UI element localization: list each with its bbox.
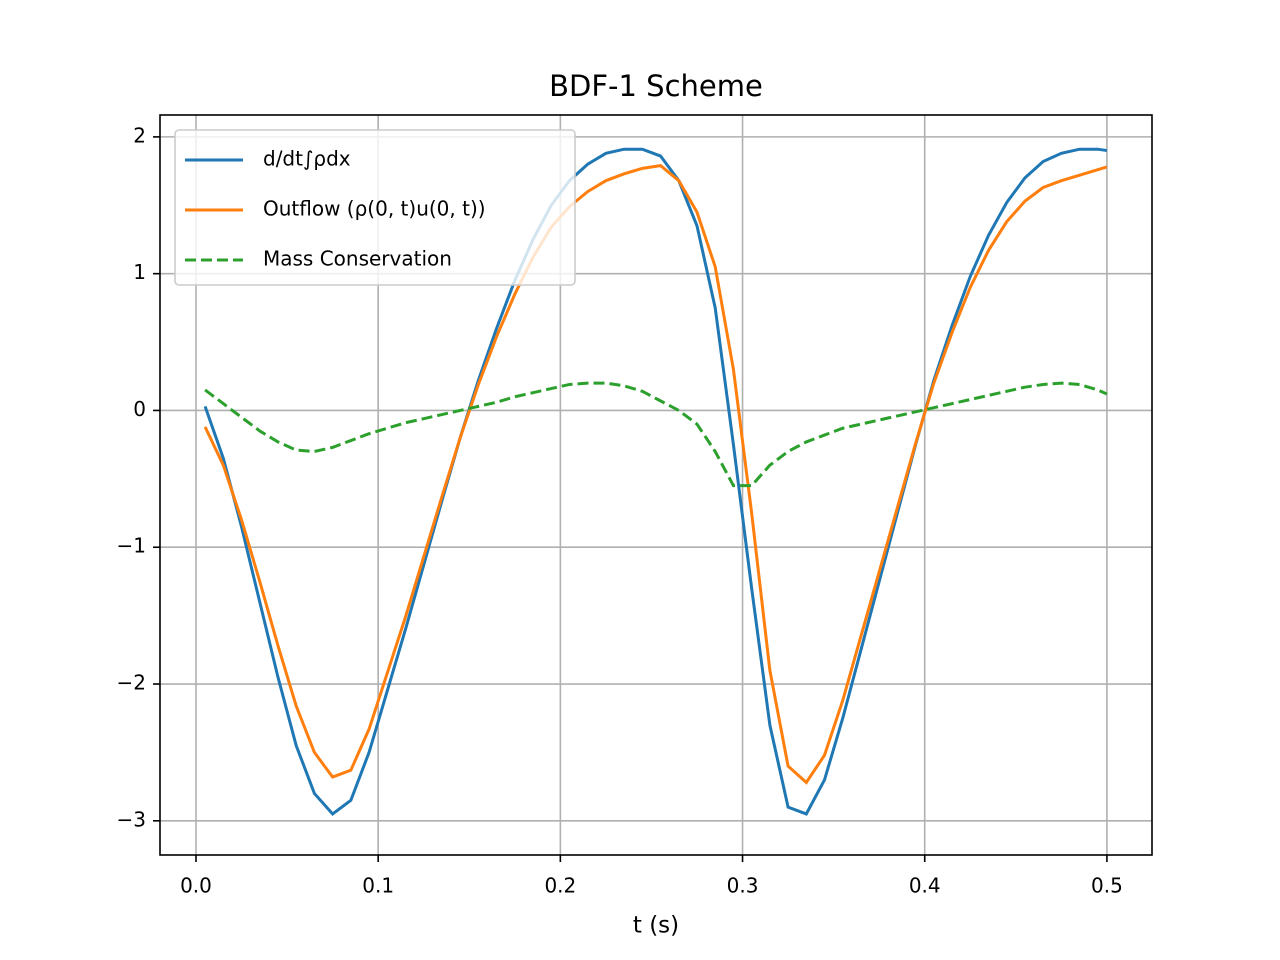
legend-label: d/dt∫ρdx (263, 147, 351, 171)
y-tick-label: 1 (133, 260, 146, 284)
series-line (204, 381, 1108, 488)
y-tick-label: −1 (117, 534, 146, 558)
x-axis-label: t (s) (633, 913, 679, 939)
x-tick-label: 0.0 (180, 874, 212, 898)
y-tick-label: −3 (117, 807, 146, 831)
x-tick-label: 0.2 (544, 874, 576, 898)
series-line (203, 164, 1108, 785)
y-tick-label: 2 (133, 123, 146, 147)
legend-label: Outflow (ρ(0, t)u(0, t)) (263, 197, 486, 221)
series-line (203, 147, 1108, 816)
x-tick-label: 0.5 (1091, 874, 1123, 898)
y-tick-label: 0 (133, 397, 146, 421)
legend-box (174, 129, 576, 286)
chart-title: BDF-1 Scheme (549, 69, 763, 103)
legend-label: Mass Conservation (263, 247, 452, 271)
x-tick-label: 0.3 (727, 874, 759, 898)
y-tick-label: −2 (117, 671, 146, 695)
plot-frame (159, 114, 1153, 856)
x-tick-label: 0.1 (362, 874, 394, 898)
x-tick-label: 0.4 (909, 874, 941, 898)
